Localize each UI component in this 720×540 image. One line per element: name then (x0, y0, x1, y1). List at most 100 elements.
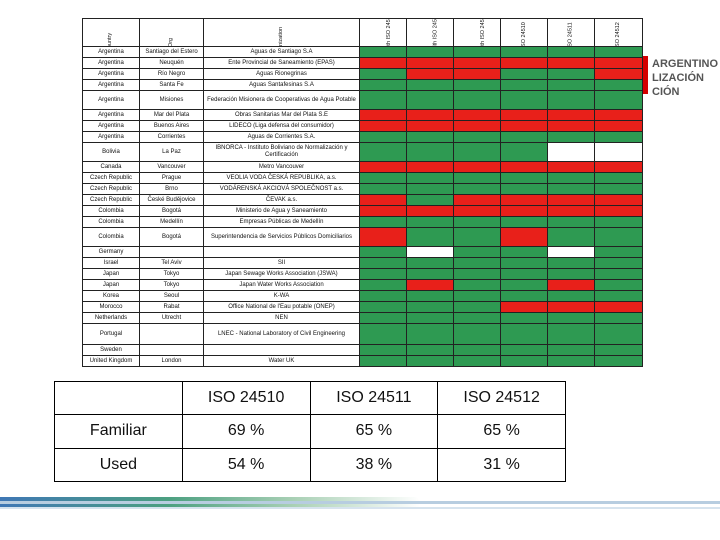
survey-header-label: Familiar with ISO 24510 (386, 20, 393, 46)
survey-status-cell (547, 183, 595, 195)
survey-org-cell: Metro Vancouver (203, 161, 360, 173)
survey-status-cell (594, 142, 643, 162)
survey-status-cell (453, 90, 501, 110)
survey-status-cell (359, 183, 407, 195)
survey-row: Netherlands Utrecht NEN (82, 312, 643, 324)
survey-status-cell (406, 257, 454, 269)
survey-status-cell (547, 46, 595, 58)
survey-status-cell (359, 246, 407, 258)
survey-row: Argentina Corrientes Aguas de Corrientes S… (82, 131, 643, 143)
survey-status-cell (453, 161, 501, 173)
survey-status-cell (500, 355, 548, 367)
survey-status-cell (594, 257, 643, 269)
survey-status-cell (547, 109, 595, 121)
survey-city-cell: Neuquén (139, 57, 204, 69)
survey-country-cell: Argentina (82, 109, 140, 121)
survey-status-cell (500, 205, 548, 217)
survey-country-cell: United Kingdom (82, 355, 140, 367)
survey-org-cell: Japan Water Works Association (203, 279, 360, 291)
survey-status-cell (359, 355, 407, 367)
survey-status-cell (406, 46, 454, 58)
survey-country-cell: Colombia (82, 227, 140, 247)
survey-org-cell: Office National de l'Eau potable (ONEP) (203, 301, 360, 313)
survey-header-label: Used ISO 24512 (614, 22, 621, 47)
survey-country-cell: Japan (82, 279, 140, 291)
survey-status-cell (594, 172, 643, 184)
survey-status-cell (547, 246, 595, 258)
summary-value: 54 % (181, 447, 311, 483)
survey-row: Argentina Neuquén Ente Provincial de Sanea… (82, 57, 643, 69)
survey-status-cell (406, 131, 454, 143)
survey-org-cell (203, 246, 360, 258)
survey-country-cell: Czech Republic (82, 183, 140, 195)
survey-status-cell (406, 227, 454, 247)
survey-header-label: Org (167, 37, 174, 47)
survey-city-cell: Río Negro (139, 68, 204, 80)
survey-country-cell: Argentina (82, 46, 140, 58)
survey-city-cell: Misiones (139, 90, 204, 110)
survey-table: Country Org Organization Familiar with ISO … (82, 18, 643, 378)
survey-row: Argentina Santa Fe Aguas Santafesinas S.A (82, 79, 643, 91)
survey-country-cell: Czech Republic (82, 172, 140, 184)
survey-country-cell: Czech Republic (82, 194, 140, 206)
summary-row-label: Used (54, 447, 183, 483)
survey-country-cell: Argentina (82, 57, 140, 69)
survey-status-cell (453, 131, 501, 143)
survey-status-cell (594, 268, 643, 280)
survey-status-cell (547, 301, 595, 313)
survey-status-cell (594, 90, 643, 110)
summary-row-used: Used 54 % 38 % 31 % (54, 447, 566, 483)
survey-status-cell (547, 290, 595, 302)
survey-header-cell: Used ISO 24510 (500, 18, 548, 47)
survey-row: Czech Republic Brno VODÁRENSKÁ AKCIOVÁ SPO… (82, 183, 643, 195)
survey-status-cell (500, 227, 548, 247)
survey-status-cell (547, 323, 595, 345)
survey-org-cell: VODÁRENSKÁ AKCIOVÁ SPOLEČNOST a.s. (203, 183, 360, 195)
survey-country-cell: Korea (82, 290, 140, 302)
survey-status-cell (406, 279, 454, 291)
survey-city-cell: Vancouver (139, 161, 204, 173)
survey-status-cell (406, 120, 454, 132)
summary-value: 65 % (437, 414, 566, 449)
survey-header-label: Organization (278, 26, 284, 47)
survey-country-cell: Canada (82, 161, 140, 173)
survey-header-label: Familiar with ISO 24511 (433, 20, 440, 46)
survey-status-cell (453, 68, 501, 80)
survey-status-cell (547, 355, 595, 367)
survey-status-cell (453, 79, 501, 91)
brand-line-3: CIÓN (652, 86, 680, 98)
survey-status-cell (453, 268, 501, 280)
survey-status-cell (500, 344, 548, 356)
survey-city-cell: Prague (139, 172, 204, 184)
survey-header-cell: Org (139, 18, 204, 47)
survey-row: Argentina Buenos Aires LIDECO (Liga defens… (82, 120, 643, 132)
survey-city-cell: La Paz (139, 142, 204, 162)
survey-org-cell: SII (203, 257, 360, 269)
survey-org-cell: K-WA (203, 290, 360, 302)
survey-status-cell (359, 227, 407, 247)
survey-country-cell: Argentina (82, 79, 140, 91)
survey-status-cell (453, 216, 501, 228)
survey-status-cell (547, 120, 595, 132)
survey-status-cell (406, 216, 454, 228)
survey-country-cell: Bolivia (82, 142, 140, 162)
survey-status-cell (406, 172, 454, 184)
survey-status-cell (453, 194, 501, 206)
footer-line (0, 501, 720, 504)
survey-status-cell (359, 344, 407, 356)
survey-country-cell: Argentina (82, 131, 140, 143)
survey-city-cell: Mar del Plata (139, 109, 204, 121)
survey-city-cell: Brno (139, 183, 204, 195)
survey-status-cell (500, 279, 548, 291)
survey-org-cell: Obras Sanitarias Mar del Plata S.E (203, 109, 360, 121)
survey-header-label: Familiar with ISO 24512 (480, 20, 487, 46)
survey-city-cell (139, 344, 204, 356)
brand-line-2: LIZACIÓN (652, 72, 704, 84)
survey-row: Morocco Rabat Office National de l'Eau pot… (82, 301, 643, 313)
survey-status-cell (359, 79, 407, 91)
survey-org-cell: Aguas Rionegrinas (203, 68, 360, 80)
survey-status-cell (500, 268, 548, 280)
footer-line (0, 507, 720, 509)
survey-status-cell (594, 109, 643, 121)
survey-header-cell: Familiar with ISO 24511 (406, 18, 454, 47)
